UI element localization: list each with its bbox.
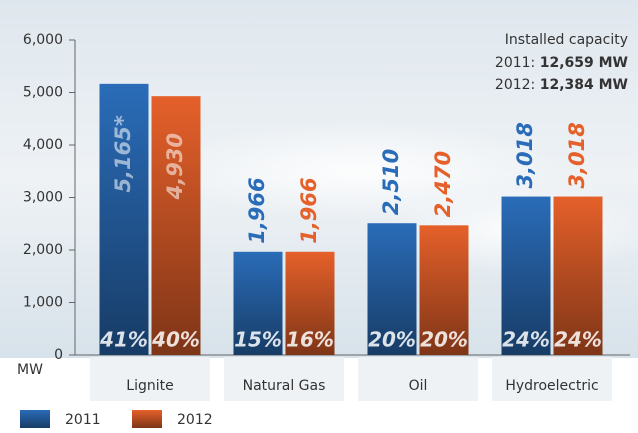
share-label: 20%	[420, 328, 468, 352]
bar-shade	[501, 196, 551, 355]
y-tick-label: 5,000	[23, 85, 63, 101]
y-tick-label: 4,000	[23, 137, 63, 153]
annotation-total: 12,384 MW	[540, 77, 628, 93]
annotation-title: Installed capacity	[505, 32, 628, 48]
value-label: 2,470	[431, 151, 455, 217]
annotation-line: 2011: 12,659 MW	[495, 55, 628, 71]
legend-label: 2011	[65, 412, 101, 428]
legend-swatch-shade	[20, 410, 50, 428]
annotation-line: 2012: 12,384 MW	[495, 77, 628, 93]
share-label: 16%	[286, 328, 334, 352]
y-tick-label: 6,000	[23, 32, 63, 48]
x-tick-label: Oil	[409, 378, 428, 394]
value-label: 1,966	[245, 177, 269, 243]
category-band	[224, 357, 344, 401]
bar-shade	[233, 251, 283, 355]
value-label: 2,510	[379, 149, 403, 215]
value-label: 3,018	[513, 122, 537, 188]
category-band	[358, 357, 478, 401]
share-label: 20%	[368, 328, 416, 352]
legend-swatch-shade	[132, 410, 162, 428]
bar-shade	[419, 225, 469, 355]
x-tick-label: Natural Gas	[243, 378, 326, 394]
share-label: 24%	[554, 328, 602, 352]
share-label: 24%	[502, 328, 550, 352]
x-tick-label: Hydroelectric	[505, 378, 598, 394]
x-tick-label: Lignite	[126, 378, 173, 394]
share-label: 41%	[99, 328, 148, 352]
y-tick-label: 0	[54, 347, 63, 363]
bar-shade	[99, 83, 149, 356]
share-label: 40%	[151, 328, 200, 352]
y-tick-label: 2,000	[23, 242, 63, 258]
value-label: 1,966	[297, 177, 321, 243]
bar-shade	[151, 96, 201, 356]
category-band	[492, 357, 612, 401]
value-label: 3,018	[565, 122, 589, 188]
y-unit: MW	[17, 362, 43, 378]
bar-shade	[553, 196, 603, 355]
value-label: 5,165*	[111, 115, 135, 192]
bar-shade	[367, 223, 417, 355]
annotation-year: 2012:	[495, 77, 535, 93]
y-tick-label: 1,000	[23, 295, 63, 311]
y-tick-label: 3,000	[23, 190, 63, 206]
category-band	[90, 357, 210, 401]
annotation-year: 2011:	[495, 55, 535, 71]
legend-label: 2012	[177, 412, 213, 428]
bar-shade	[285, 251, 335, 355]
share-label: 15%	[234, 328, 282, 352]
value-label: 4,930	[163, 133, 187, 200]
annotation-total: 12,659 MW	[540, 55, 628, 71]
